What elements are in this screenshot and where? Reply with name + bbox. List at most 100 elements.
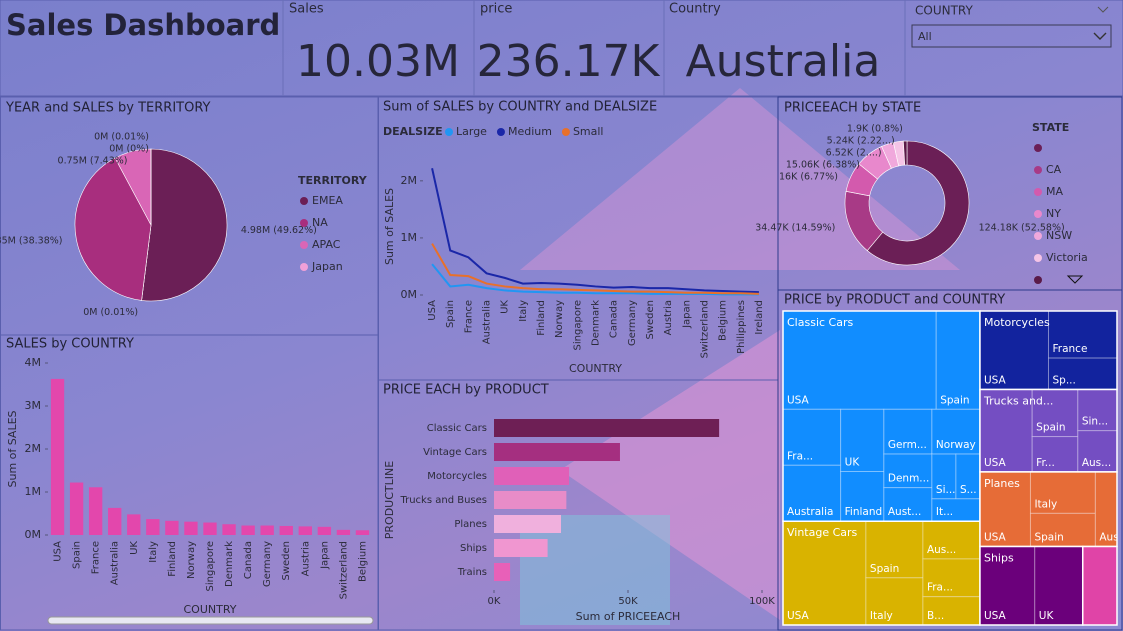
treemap-cell-label: Aust...	[888, 506, 921, 518]
y-tick-label: Planes	[454, 519, 487, 530]
treemap-cell-label: France	[1052, 343, 1087, 355]
bar	[494, 515, 561, 533]
data-label: 1.9K (0.8%)	[847, 124, 903, 135]
card-label: Sales	[289, 2, 324, 17]
treemap-cell-label: Aus...	[1082, 457, 1111, 469]
treemap-cell	[883, 408, 933, 455]
x-tick-label: Switzerland	[699, 300, 710, 358]
y-tick-label: 0M	[401, 288, 418, 301]
chart-title: YEAR and SALES by TERRITORY	[5, 101, 211, 116]
y-axis-title: Sum of SALES	[6, 410, 19, 487]
treemap-cell-label: Fra...	[927, 582, 953, 594]
legend-title: TERRITORY	[298, 174, 368, 187]
y-tick-label: 2M	[25, 442, 42, 455]
x-tick-label: Switzerland	[338, 541, 349, 599]
slice	[74, 157, 152, 301]
legend-label: Victoria	[1046, 251, 1088, 264]
slicer-dropdown[interactable]: All	[911, 24, 1112, 48]
dropdown-chevron[interactable]	[1093, 32, 1107, 40]
treemap-cell-label: Spain	[1036, 422, 1065, 434]
treemap-cell-label: Spain	[940, 394, 969, 406]
bar	[494, 419, 720, 437]
y-axis-title: Sum of SALES	[383, 188, 396, 265]
x-tick-label: Philippines	[736, 300, 747, 354]
treemap-cell-label: Spain	[870, 563, 899, 575]
decor	[560, 330, 780, 620]
scrollbar[interactable]	[47, 616, 374, 625]
legend-marker	[300, 263, 308, 271]
slicer-menu[interactable]	[1097, 6, 1109, 13]
x-tick-label: Australia	[110, 541, 121, 585]
y-tick-label: Trucks and Buses	[399, 495, 487, 506]
treemap-cell	[922, 520, 981, 560]
treemap-cell-label: Aus...	[927, 544, 956, 556]
bar	[298, 526, 312, 535]
data-label: 0.75M (7.43%)	[58, 156, 128, 167]
data-label: 3.85M (38.38%)	[0, 236, 62, 247]
x-tick-label: Belgium	[357, 541, 368, 582]
x-tick-label: 100K	[749, 596, 775, 607]
treemap-cell-label: Si...	[936, 484, 956, 496]
data-label: 124.18K (52.58%)	[979, 223, 1065, 234]
legend-marker	[1034, 254, 1042, 262]
line	[431, 243, 759, 295]
treemap-cell-label: Spain	[1034, 532, 1063, 544]
x-tick-label: Belgium	[718, 300, 729, 341]
data-label: 4.98M (49.62%)	[241, 225, 317, 236]
treemap-group-label: Vintage Cars	[787, 526, 858, 539]
treemap-group	[1081, 545, 1118, 626]
data-label: 16K (6.77%)	[779, 172, 838, 183]
decor	[520, 515, 670, 625]
treemap-cell	[1029, 512, 1096, 547]
dropdown-value[interactable]: All	[918, 30, 932, 43]
x-tick-label: USA	[53, 541, 64, 562]
treemap-cell-label: Aust...	[1099, 532, 1123, 544]
treemap-cell	[883, 487, 933, 522]
x-tick-label: Sweden	[645, 300, 656, 340]
legend-scroll[interactable]	[1066, 275, 1084, 284]
x-tick-label: Ireland	[754, 300, 765, 335]
slice	[903, 140, 908, 166]
treemap-cell	[931, 453, 957, 500]
x-axis-title: Sum of PRICEEACH	[576, 610, 681, 623]
x-tick-label: Finland	[536, 300, 547, 336]
treemap-cell-label: Norway	[936, 439, 976, 451]
slice	[141, 148, 228, 302]
header-frame	[0, 0, 1123, 97]
legend-marker	[300, 241, 308, 249]
legend-label: Japan	[311, 260, 343, 273]
treemap-cell-label: USA	[984, 375, 1007, 387]
treemap-cell-label: Denm...	[888, 473, 929, 485]
treemap-cell-label: Fr...	[1036, 457, 1055, 469]
treemap-cell-label: Italy	[1034, 498, 1057, 510]
x-tick-label: France	[463, 300, 474, 333]
x-axis-title: COUNTRY	[184, 603, 237, 616]
bar	[279, 525, 293, 535]
bar	[494, 491, 567, 509]
x-tick-label: Sweden	[281, 541, 292, 581]
legend-title: DEALSIZE	[383, 125, 443, 138]
legend-label: Medium	[508, 125, 552, 138]
bar	[494, 467, 570, 485]
bar	[50, 378, 65, 535]
x-tick-label: Germany	[627, 300, 638, 346]
dropdown-box[interactable]	[911, 24, 1112, 48]
chart-title: SALES by COUNTRY	[6, 337, 134, 352]
x-tick-label: Germany	[262, 541, 273, 587]
treemap-group-label: Classic Cars	[787, 316, 853, 329]
x-tick-label: Austria	[300, 541, 311, 576]
treemap-cell-label: Finland	[845, 506, 883, 518]
chart-title: PRICEEACH by STATE	[784, 101, 921, 116]
legend-label: Small	[573, 125, 604, 138]
data-label: 5.24K (2.22...)	[827, 136, 895, 147]
x-tick-label: Austria	[663, 300, 674, 335]
y-tick-label: Motorcycles	[427, 471, 487, 482]
treemap-cell-label: Italy	[870, 610, 893, 622]
bar	[69, 482, 84, 535]
treemap-cell-label: USA	[787, 394, 810, 406]
panel	[777, 289, 1123, 631]
legend-marker	[1034, 232, 1042, 240]
treemap-cell-label: UK	[845, 456, 861, 468]
x-tick-label: Spain	[445, 300, 456, 328]
